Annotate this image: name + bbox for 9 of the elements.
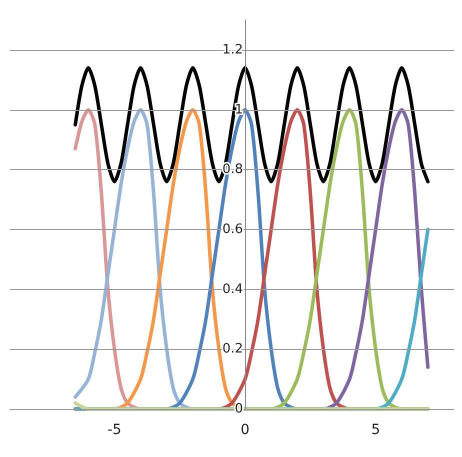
y-tick-label: 1.2 — [222, 42, 244, 58]
x-tick-label: 5 — [371, 422, 380, 438]
line-series — [74, 66, 430, 184]
y-tick-label: 0.6 — [222, 222, 244, 237]
y-tick-label: 1 — [234, 102, 244, 118]
x-tick-label: -5 — [107, 422, 122, 438]
y-tick-label: 0.8 — [222, 162, 244, 178]
y-tick-label: 0.4 — [222, 282, 244, 297]
y-tick-label: 0.2 — [222, 342, 244, 357]
